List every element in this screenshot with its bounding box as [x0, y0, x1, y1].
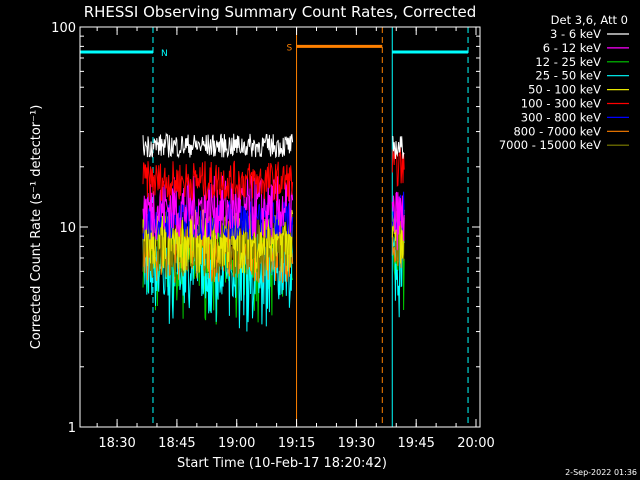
x-tick-label: 19:30 [338, 436, 375, 451]
series-line [391, 191, 405, 251]
series-line [392, 135, 405, 160]
y-tick-label: 1 [68, 421, 76, 436]
flag-bars: NS [80, 43, 469, 59]
y-tick-label: 100 [51, 21, 76, 36]
series-line [142, 175, 294, 240]
x-tick-label: 19:15 [278, 436, 315, 451]
series-line [142, 232, 294, 332]
legend-label: 800 - 7000 keV [513, 124, 601, 138]
flag-label: N [161, 49, 168, 59]
series-layer [142, 132, 405, 332]
legend-label: 25 - 50 keV [535, 69, 601, 83]
series-line [142, 160, 294, 202]
x-tick-label: 18:30 [98, 436, 135, 451]
footer-date: 2-Sep-2022 01:36 [565, 468, 637, 477]
x-axis-label: Start Time (10-Feb-17 18:20:42) [177, 456, 387, 471]
legend-label: 300 - 800 keV [521, 110, 601, 124]
flag-label: S [287, 43, 293, 53]
x-tick-label: 18:45 [158, 436, 195, 451]
chart-title: RHESSI Observing Summary Count Rates, Co… [84, 3, 477, 21]
legend-label: 100 - 300 keV [521, 97, 601, 111]
series-line [142, 132, 294, 159]
axes: 18:30 18:45 19:00 19:15 19:30 19:45 20:00 1 10 10… [51, 21, 495, 451]
legend-title: Det 3,6, Att 0 [551, 13, 628, 27]
legend-label: 12 - 25 keV [535, 55, 601, 69]
x-tick-label: 20:00 [457, 436, 494, 451]
legend-label: 6 - 12 keV [543, 41, 601, 55]
x-tick-label: 19:45 [397, 436, 434, 451]
y-tick-label: 10 [59, 221, 76, 236]
legend-label: 7000 - 15000 keV [499, 138, 601, 152]
x-tick-label: 19:00 [218, 436, 255, 451]
legend-label: 50 - 100 keV [528, 83, 601, 97]
legend-label: 3 - 6 keV [550, 27, 601, 41]
y-axis-label: Corrected Count Rate (s⁻¹ detector⁻¹) [29, 105, 44, 350]
series-line [391, 146, 405, 187]
